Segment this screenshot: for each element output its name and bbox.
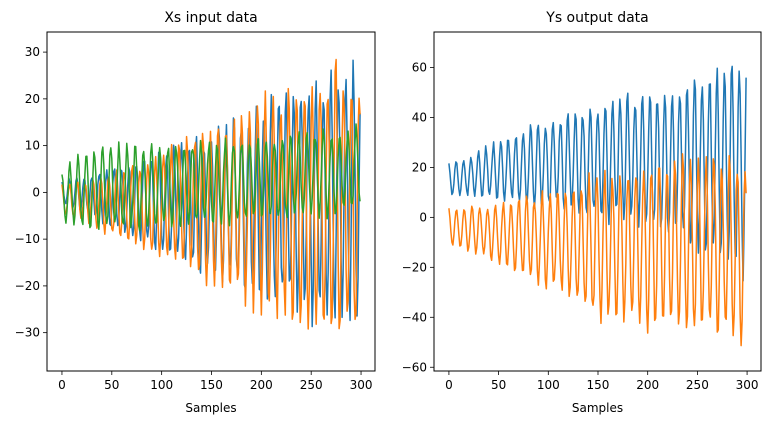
plot-frame bbox=[46, 31, 376, 372]
x-axis-label: Samples bbox=[185, 401, 236, 415]
ys-output-chart: Ys output data 0 50 100 150 200 250 300 −60−40… bbox=[402, 10, 762, 415]
x-tick-label: 200 bbox=[250, 378, 273, 392]
series-line-1 bbox=[448, 153, 747, 347]
x-tick-label: 50 bbox=[104, 378, 119, 392]
x-tick-label: 250 bbox=[686, 378, 709, 392]
y-tick-label: 40 bbox=[412, 110, 427, 124]
y-tick-label: 10 bbox=[25, 139, 40, 153]
x-tick-label: 50 bbox=[491, 378, 506, 392]
chart-title: Ys output data bbox=[545, 10, 648, 26]
x-tick-label: 300 bbox=[736, 378, 759, 392]
y-axis-ticks: −30 −20 −10 0 10 20 30 bbox=[15, 45, 47, 340]
y-tick-label: 20 bbox=[25, 92, 40, 106]
y-axis-ticks: −60 −40 −20 0 20 40 60 bbox=[402, 60, 434, 374]
series-line-2 bbox=[61, 123, 361, 232]
x-tick-label: 0 bbox=[445, 378, 453, 392]
x-tick-label: 100 bbox=[537, 378, 560, 392]
y-tick-label: −60 bbox=[402, 360, 427, 374]
x-tick-label: 150 bbox=[587, 378, 610, 392]
x-tick-label: 200 bbox=[636, 378, 659, 392]
x-tick-label: 100 bbox=[150, 378, 173, 392]
y-tick-label: 0 bbox=[32, 185, 40, 199]
x-axis-ticks: 0 50 100 150 200 250 300 bbox=[58, 371, 372, 392]
plot-frame bbox=[433, 31, 762, 372]
y-tick-label: 20 bbox=[412, 160, 427, 174]
x-axis-ticks: 0 50 100 150 200 250 300 bbox=[445, 371, 759, 392]
y-tick-label: −20 bbox=[15, 279, 40, 293]
x-tick-label: 150 bbox=[200, 378, 223, 392]
xs-input-chart: Xs input data 0 50 100 150 200 250 300 −30−20−… bbox=[15, 10, 376, 415]
y-tick-label: −40 bbox=[402, 310, 427, 324]
x-tick-label: 250 bbox=[300, 378, 323, 392]
x-tick-label: 300 bbox=[350, 378, 373, 392]
series-line-0 bbox=[448, 65, 747, 282]
series-layer bbox=[448, 65, 747, 347]
series-layer bbox=[61, 58, 361, 330]
y-tick-label: 0 bbox=[419, 210, 427, 224]
y-tick-label: 30 bbox=[25, 45, 40, 59]
y-tick-label: 60 bbox=[412, 60, 427, 74]
x-axis-label: Samples bbox=[572, 401, 623, 415]
x-tick-label: 0 bbox=[58, 378, 66, 392]
y-tick-label: −30 bbox=[15, 326, 40, 340]
y-tick-label: −20 bbox=[402, 260, 427, 274]
y-tick-label: −10 bbox=[15, 232, 40, 246]
chart-title: Xs input data bbox=[164, 10, 257, 26]
